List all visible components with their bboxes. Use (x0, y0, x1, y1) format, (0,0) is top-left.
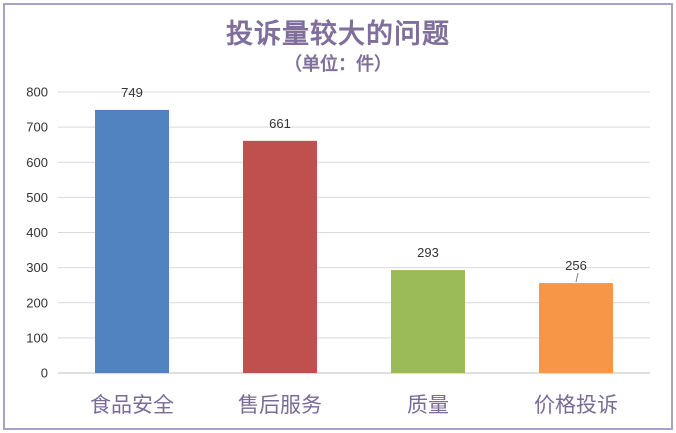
bars (95, 109, 613, 373)
data-labels: 749 661 293 256 (121, 85, 587, 283)
y-tick-label: 200 (26, 295, 48, 310)
bar (95, 109, 169, 373)
y-tick-label: 500 (26, 190, 48, 205)
y-tick-label: 300 (26, 260, 48, 275)
y-tick-label: 100 (26, 330, 48, 345)
y-tick-label: 400 (26, 225, 48, 240)
bar (539, 283, 613, 373)
y-axis: 0 100 200 300 400 500 600 700 800 (26, 85, 48, 381)
data-label: 256 (565, 258, 587, 273)
data-label: 661 (269, 116, 291, 131)
x-tick-label: 质量 (407, 393, 449, 417)
x-axis: 食品安全 售后服务 质量 价格投诉 (90, 393, 618, 417)
leader-line (575, 272, 579, 283)
y-tick-label: 700 (26, 120, 48, 135)
x-tick-label: 价格投诉 (534, 393, 618, 417)
y-tick-label: 600 (26, 155, 48, 170)
data-label: 749 (121, 85, 143, 100)
chart-subtitle: （单位：件） (284, 54, 392, 75)
data-label: 293 (417, 245, 439, 260)
chart-title: 投诉量较大的问题 (226, 19, 450, 50)
bar (391, 270, 465, 373)
y-tick-label: 0 (41, 366, 48, 381)
x-tick-label: 售后服务 (238, 393, 322, 417)
x-tick-label: 食品安全 (90, 393, 174, 417)
bar (243, 140, 317, 373)
y-tick-label: 800 (26, 85, 48, 100)
